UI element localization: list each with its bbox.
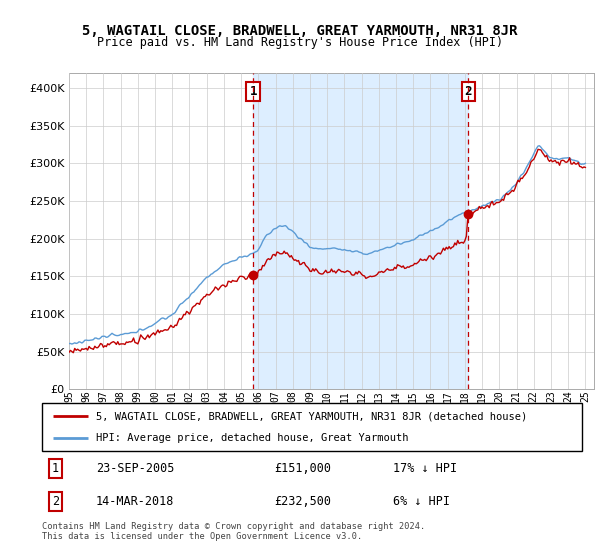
Text: 23-SEP-2005: 23-SEP-2005 — [96, 462, 175, 475]
Text: 5, WAGTAIL CLOSE, BRADWELL, GREAT YARMOUTH, NR31 8JR: 5, WAGTAIL CLOSE, BRADWELL, GREAT YARMOU… — [82, 25, 518, 38]
FancyBboxPatch shape — [42, 403, 582, 451]
Text: 17% ↓ HPI: 17% ↓ HPI — [393, 462, 457, 475]
Bar — [253, 73, 469, 389]
Text: 5, WAGTAIL CLOSE, BRADWELL, GREAT YARMOUTH, NR31 8JR (detached house): 5, WAGTAIL CLOSE, BRADWELL, GREAT YARMOU… — [96, 411, 527, 421]
Text: 14-MAR-2018: 14-MAR-2018 — [96, 496, 175, 508]
Text: 2: 2 — [52, 496, 59, 508]
Text: 1: 1 — [52, 462, 59, 475]
Text: 6% ↓ HPI: 6% ↓ HPI — [393, 496, 450, 508]
Text: Price paid vs. HM Land Registry's House Price Index (HPI): Price paid vs. HM Land Registry's House … — [97, 36, 503, 49]
Text: 2: 2 — [465, 85, 472, 98]
Text: HPI: Average price, detached house, Great Yarmouth: HPI: Average price, detached house, Grea… — [96, 433, 409, 443]
Text: Contains HM Land Registry data © Crown copyright and database right 2024.
This d: Contains HM Land Registry data © Crown c… — [42, 522, 425, 542]
Text: 1: 1 — [250, 85, 257, 98]
Text: £151,000: £151,000 — [274, 462, 331, 475]
Text: £232,500: £232,500 — [274, 496, 331, 508]
